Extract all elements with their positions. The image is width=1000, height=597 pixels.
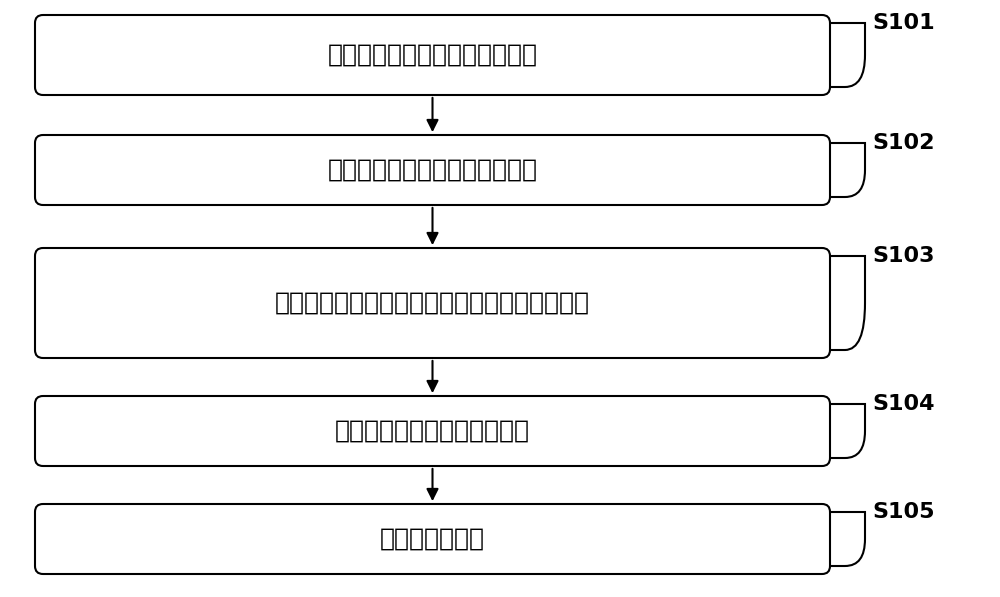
FancyBboxPatch shape — [35, 15, 830, 95]
Text: S105: S105 — [872, 502, 934, 522]
Text: S104: S104 — [872, 394, 934, 414]
Text: 完整的抑制体系: 完整的抑制体系 — [380, 527, 485, 551]
FancyBboxPatch shape — [35, 248, 830, 358]
FancyBboxPatch shape — [35, 396, 830, 466]
Text: 正交试验进行抑制技术本身研究: 正交试验进行抑制技术本身研究 — [328, 43, 538, 67]
FancyBboxPatch shape — [35, 504, 830, 574]
Text: S101: S101 — [872, 13, 935, 33]
Text: S102: S102 — [872, 133, 934, 153]
Text: 补做实验细化抑制技术本身研究: 补做实验细化抑制技术本身研究 — [328, 158, 538, 182]
Text: 建立数学模型，进行数値模拟: 建立数学模型，进行数値模拟 — [335, 419, 530, 443]
Text: S103: S103 — [872, 246, 934, 266]
Text: 通过正交试验进行重气泄漏扩散与控制实验研究: 通过正交试验进行重气泄漏扩散与控制实验研究 — [275, 291, 590, 315]
FancyBboxPatch shape — [35, 135, 830, 205]
